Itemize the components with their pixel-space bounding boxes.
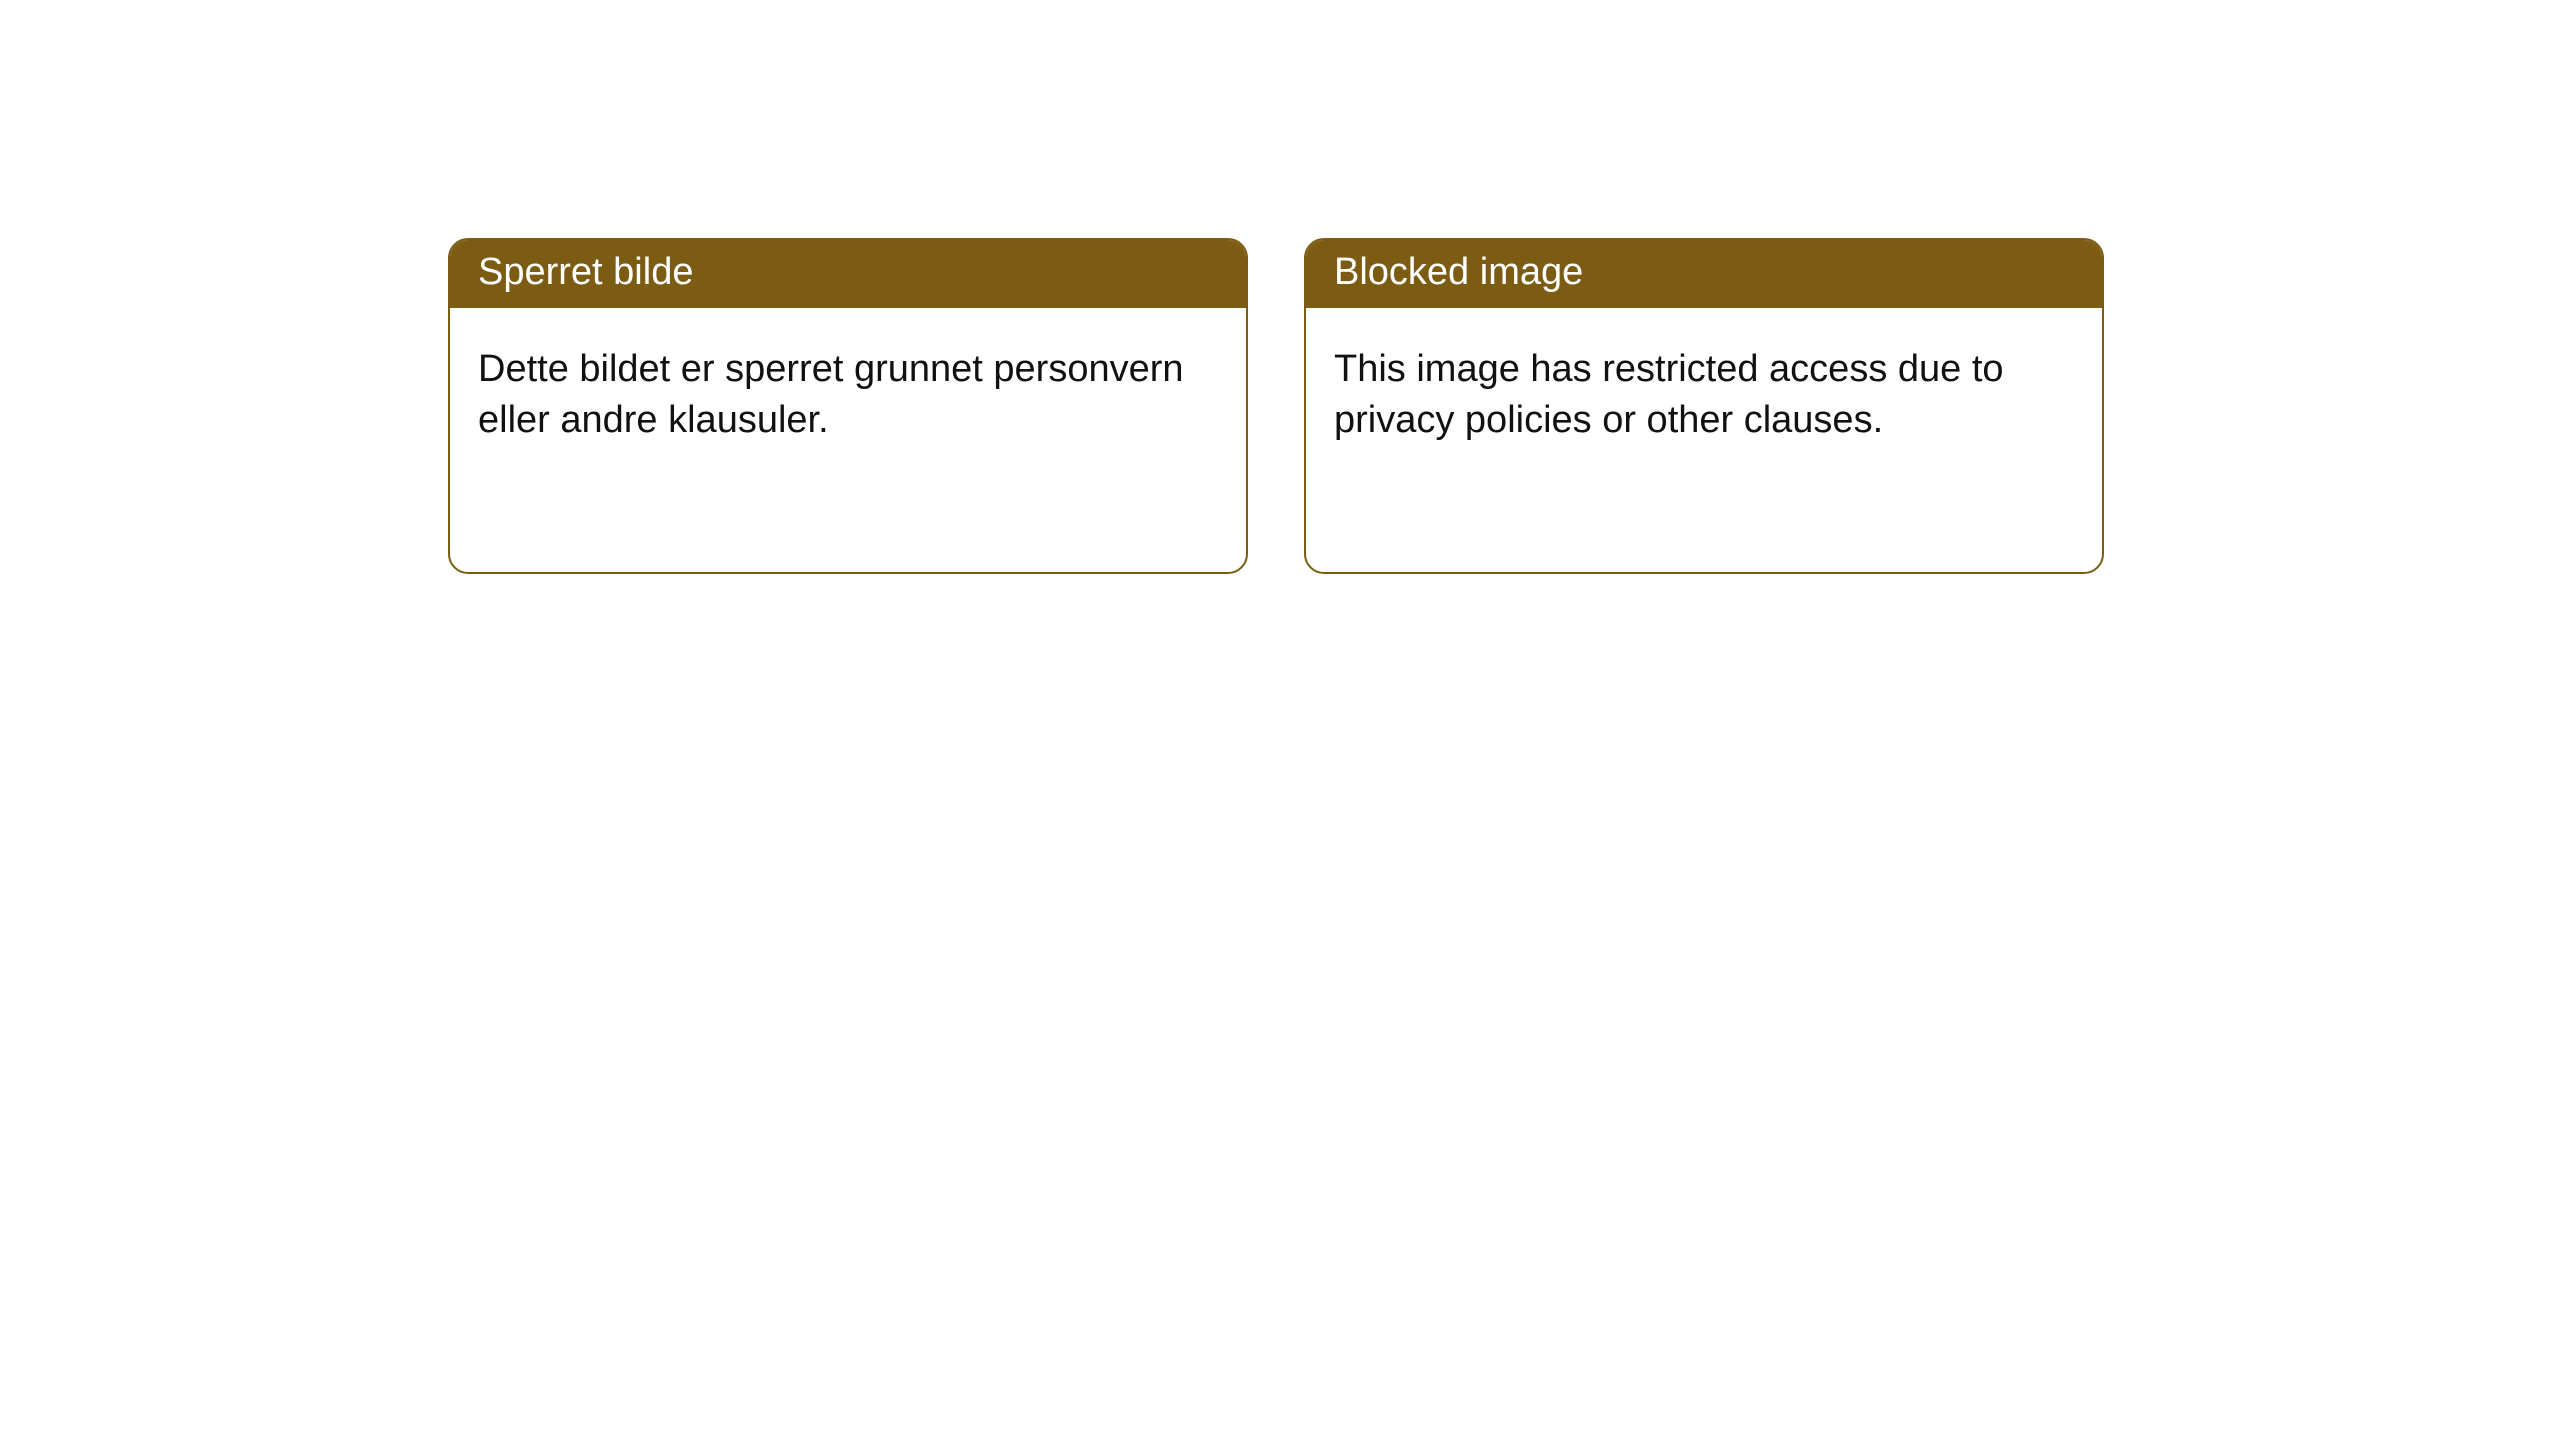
notice-card-no: Sperret bilde Dette bildet er sperret gr… <box>448 238 1248 574</box>
notice-container: Sperret bilde Dette bildet er sperret gr… <box>0 0 2560 574</box>
notice-card-header: Sperret bilde <box>450 240 1246 308</box>
notice-card-en: Blocked image This image has restricted … <box>1304 238 2104 574</box>
notice-card-body: This image has restricted access due to … <box>1306 308 2102 483</box>
notice-card-header: Blocked image <box>1306 240 2102 308</box>
notice-card-body: Dette bildet er sperret grunnet personve… <box>450 308 1246 483</box>
